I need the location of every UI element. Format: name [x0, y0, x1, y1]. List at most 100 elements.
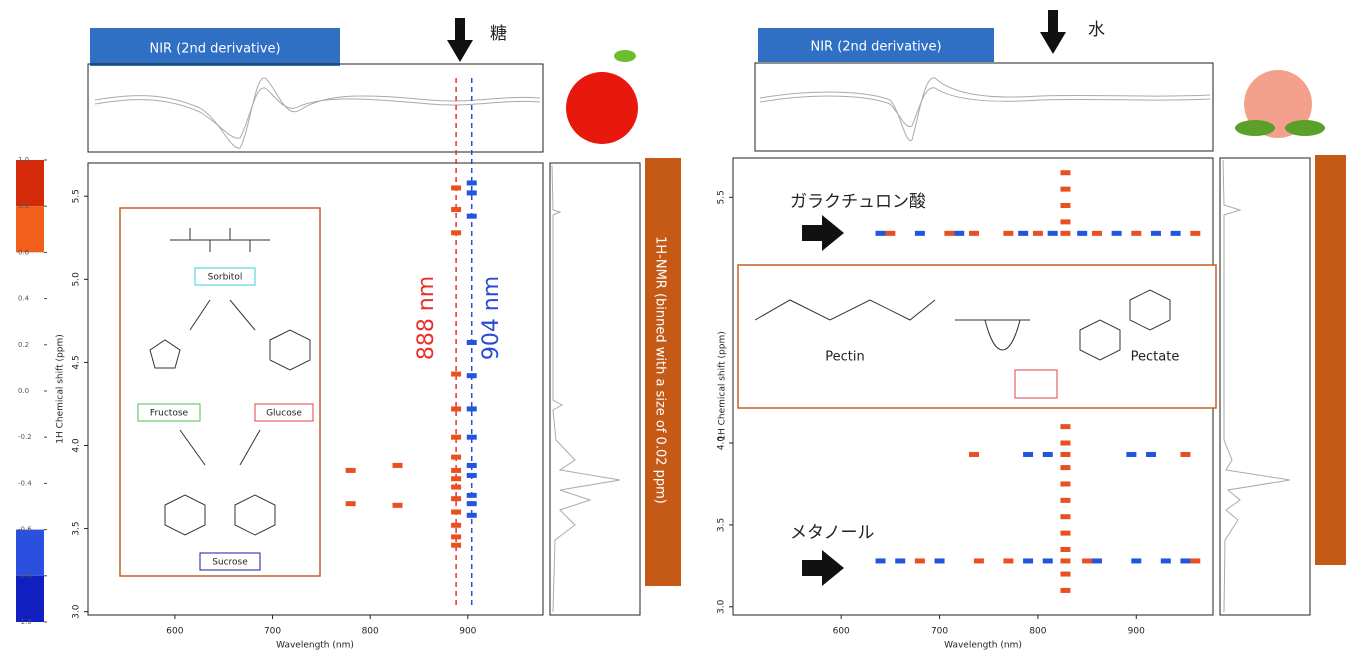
colorbar-band: [16, 437, 44, 483]
structure-label: Pectin: [825, 350, 864, 365]
point: [451, 455, 461, 460]
leaf: [1235, 120, 1275, 136]
point: [451, 509, 461, 514]
nmr-spectrum: [552, 165, 620, 612]
point: [467, 473, 477, 478]
structure-label: Fructose: [150, 409, 189, 419]
structure-label: Sucrose: [212, 558, 248, 568]
point: [451, 496, 461, 501]
point: [467, 435, 477, 440]
colorbar-tick-label: 0.4: [18, 295, 30, 303]
point: [1060, 452, 1070, 457]
colorbar-tick-label: 1.0: [18, 156, 29, 164]
point: [1190, 231, 1200, 236]
point: [944, 231, 954, 236]
nmr-strip: [550, 163, 640, 615]
point: [969, 231, 979, 236]
reference-label: 904 nm: [479, 276, 504, 360]
colorbar-band: [16, 345, 44, 391]
nir-spectrum: [95, 88, 540, 138]
colorbar-tick-label: -0.6: [18, 526, 32, 534]
colorbar-band: [16, 483, 44, 529]
point: [1060, 558, 1070, 563]
annotation: 水: [1088, 20, 1105, 40]
point: [1092, 558, 1102, 563]
x-tick-label: 700: [931, 627, 948, 637]
callout: ガラクチュロン酸: [790, 192, 926, 212]
annotation: 糖: [490, 24, 507, 44]
point: [1060, 219, 1070, 224]
point: [451, 230, 461, 235]
y-axis-label: 1H Chemical shift (ppm): [56, 334, 66, 443]
point: [1077, 231, 1087, 236]
structure-box: [738, 265, 1216, 408]
colorbar-tick-label: 0.8: [18, 202, 29, 210]
reference-label: 888 nm: [414, 276, 439, 360]
point: [969, 452, 979, 457]
y-tick-label: 4.0: [72, 438, 82, 453]
point: [1060, 187, 1070, 192]
colorbar-band: [16, 160, 44, 206]
point: [1060, 498, 1070, 503]
point: [1126, 452, 1136, 457]
side-banner: [1315, 155, 1346, 565]
banner-title: NIR (2nd derivative): [149, 42, 280, 57]
arrow: [802, 550, 844, 586]
point: [467, 406, 477, 411]
point: [346, 468, 356, 473]
point: [1190, 558, 1200, 563]
x-tick-label: 700: [264, 627, 281, 637]
point: [1043, 452, 1053, 457]
colorbar-tick-label: -0.8: [18, 572, 32, 580]
point: [915, 558, 925, 563]
point: [954, 231, 964, 236]
point: [346, 501, 356, 506]
colorbar-tick-label: -1.0: [18, 618, 32, 626]
point: [1180, 452, 1190, 457]
point: [451, 543, 461, 548]
point: [467, 501, 477, 506]
point: [1043, 558, 1053, 563]
y-tick-label: 3.5: [72, 521, 82, 535]
point: [451, 468, 461, 473]
arrow: [447, 18, 473, 62]
colorbar: 1.00.80.60.40.20.0-0.2-0.4-0.6-0.8-1.0: [16, 156, 47, 626]
colorbar-tick-label: -0.4: [18, 479, 32, 487]
y-tick-label: 5.5: [717, 190, 727, 204]
point: [1033, 231, 1043, 236]
point: [876, 231, 886, 236]
colorbar-band: [16, 299, 44, 345]
x-tick-label: 800: [362, 627, 379, 637]
x-tick-label: 600: [833, 627, 850, 637]
point: [915, 231, 925, 236]
point: [451, 185, 461, 190]
point: [1060, 465, 1070, 470]
point: [1003, 231, 1013, 236]
colorbar-tick-label: 0.2: [18, 341, 29, 349]
point: [885, 231, 895, 236]
colorbar-tick-label: 0.0: [18, 387, 29, 395]
callout: メタノール: [790, 523, 875, 543]
structure-label: Sorbitol: [208, 273, 243, 283]
y-tick-label: 4.5: [72, 355, 82, 369]
x-tick-label: 900: [1128, 627, 1145, 637]
point: [1060, 424, 1070, 429]
point: [451, 476, 461, 481]
x-axis-label: Wavelength (nm): [944, 641, 1022, 651]
point: [876, 558, 886, 563]
colorbar-tick-label: 0.6: [18, 248, 30, 256]
point: [451, 435, 461, 440]
arrow: [802, 215, 844, 251]
nmr-spectrum: [1223, 160, 1290, 612]
point: [974, 558, 984, 563]
point: [1048, 231, 1058, 236]
point: [451, 372, 461, 377]
point: [1161, 558, 1171, 563]
x-tick-label: 600: [166, 627, 183, 637]
point: [467, 373, 477, 378]
point: [1003, 558, 1013, 563]
point: [1112, 231, 1122, 236]
point: [1171, 231, 1181, 236]
point: [935, 558, 945, 563]
nir-strip: [755, 63, 1213, 151]
